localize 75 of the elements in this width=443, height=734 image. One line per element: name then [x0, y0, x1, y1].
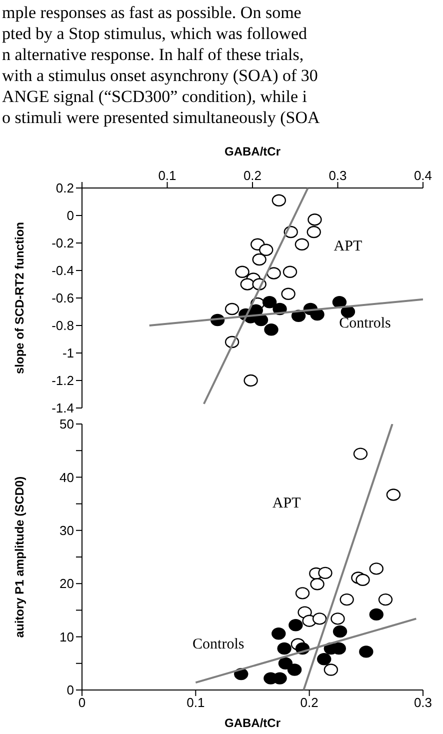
point	[287, 664, 302, 676]
y-tick-label: 0	[66, 682, 74, 698]
text: pted by a Stop stimulus, which was followed	[1, 23, 308, 44]
y-tick-label: -1.4	[52, 400, 74, 416]
y-tick-label: -1	[62, 346, 74, 361]
point	[340, 306, 356, 318]
y-tick-label: 0	[66, 208, 74, 224]
point	[278, 657, 293, 670]
annotation: Controls	[339, 316, 391, 333]
point	[332, 625, 348, 638]
y-tick-label: 10	[60, 629, 74, 644]
text: with a stimulus onset asynchrony (SOA) of 30	[1, 65, 319, 86]
point	[306, 226, 321, 238]
x-tick-label: 0.4	[414, 168, 432, 183]
point	[224, 302, 240, 316]
point	[277, 642, 292, 655]
point	[340, 593, 354, 606]
point	[235, 266, 250, 278]
x-tick-label: 0.2	[243, 168, 262, 183]
y-tick-label: 30	[60, 523, 74, 538]
point	[310, 578, 324, 590]
x-tick-label: 0.2	[300, 695, 318, 710]
point	[312, 612, 327, 625]
point	[262, 296, 277, 308]
point	[252, 253, 266, 266]
text: o stimuli were presented simultaneously (SOA	[1, 107, 321, 128]
y-tick-label: 20	[60, 576, 74, 592]
y-tick-label: -1.2	[52, 373, 74, 388]
point	[294, 238, 310, 250]
point	[318, 566, 332, 580]
y-tick-label: -0.4	[52, 263, 74, 278]
x-axis-title: GABA/tCr	[224, 144, 281, 159]
point	[282, 266, 298, 278]
annotation: Controls	[192, 636, 244, 654]
point	[356, 574, 370, 586]
point	[369, 562, 384, 575]
annotation: APT	[334, 238, 362, 256]
point	[332, 296, 347, 308]
text: mple responses as fast as possible. On some	[1, 2, 302, 23]
point	[330, 612, 345, 625]
point	[240, 278, 254, 290]
point	[359, 646, 374, 658]
point	[272, 194, 286, 206]
point	[266, 267, 281, 280]
y-tick-label: -0.2	[52, 236, 74, 251]
annotation: APT	[272, 495, 301, 512]
point	[264, 324, 278, 336]
x-tick-label: 0.1	[186, 695, 205, 710]
point	[386, 488, 401, 501]
point	[244, 374, 258, 387]
y-tick-label: 0.2	[56, 180, 74, 196]
point	[295, 587, 310, 600]
x-tick-label: 0.1	[158, 168, 176, 183]
point	[317, 653, 332, 666]
x-tick-label: 0.3	[328, 168, 347, 183]
point	[353, 448, 368, 460]
point	[324, 664, 338, 676]
y-tick-label: -0.8	[52, 318, 74, 334]
point	[281, 288, 296, 300]
x-axis-title: GABA/tCr	[224, 716, 281, 730]
point	[288, 618, 303, 632]
point	[378, 593, 393, 606]
y-tick-label: -0.6	[52, 290, 74, 306]
y-axis-title: auitory P1 amplitude (SCD0)	[12, 476, 26, 638]
y-axis-title: slope of SCD-RT2 function	[12, 222, 26, 374]
x-tick-label: 0.3	[414, 695, 432, 710]
point	[272, 628, 286, 640]
point	[369, 608, 384, 621]
y-tick-label: 40	[60, 470, 74, 485]
point	[259, 244, 274, 256]
text: ANGE signal (“SCD300” condition), while i	[1, 86, 308, 107]
point	[308, 214, 322, 226]
x-tick-label: 0	[78, 695, 86, 710]
y-tick-label: 50	[60, 416, 74, 432]
text: n alternative response. In half of these trials,	[1, 44, 305, 65]
